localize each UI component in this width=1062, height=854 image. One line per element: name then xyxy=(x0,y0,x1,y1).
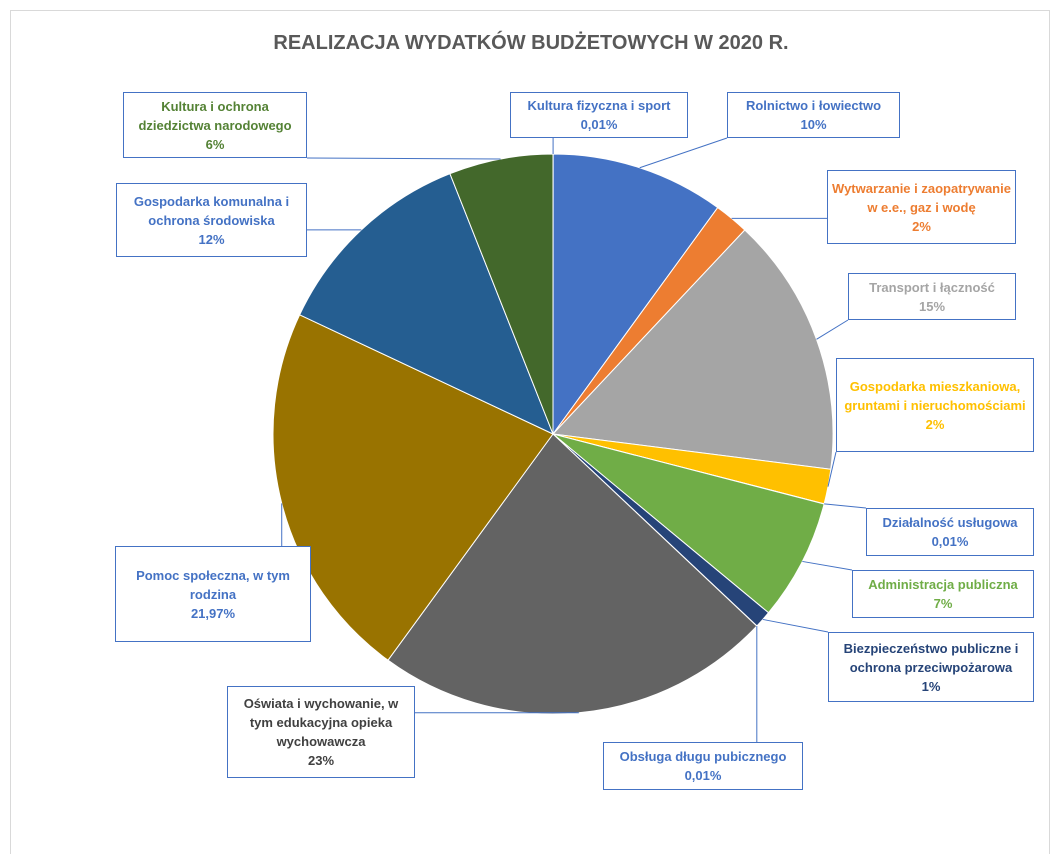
data-label: Gospodarka komunalna i ochrona środowisk… xyxy=(116,183,307,257)
label-category: Gospodarka mieszkaniowa, gruntami i nier… xyxy=(844,378,1026,413)
label-value: 23% xyxy=(307,753,335,768)
label-value: 0,01% xyxy=(931,534,969,549)
leader-line xyxy=(802,560,853,571)
label-category: Wytwarzanie i zaopatrywanie w e.e., gaz … xyxy=(832,180,1011,215)
label-value: 12% xyxy=(198,231,225,247)
leader-line xyxy=(306,157,501,160)
leader-line xyxy=(762,618,829,633)
label-category: Transport i łączność xyxy=(869,279,995,295)
chart-title: REALIZACJA WYDATKÓW BUDŻETOWYCH W 2020 R… xyxy=(273,32,789,54)
data-label: Pomoc społeczna, w tym rodzina 21,97% xyxy=(115,546,311,642)
data-label: Biezpieczeństwo publiczne i ochrona prze… xyxy=(828,632,1034,702)
label-value: 10% xyxy=(800,117,827,132)
data-label: Kultura fizyczna i sport 0,01% xyxy=(510,92,688,138)
label-category: Biezpieczeństwo publiczne i ochrona prze… xyxy=(843,640,1019,675)
data-label: Obsługa długu pubicznego 0,01% xyxy=(603,742,803,790)
data-label: Rolnictwo i łowiectwo 10% xyxy=(727,92,900,138)
data-label: Działalność usługowa 0,01% xyxy=(866,508,1034,556)
label-category: Działalność usługowa xyxy=(882,515,1018,530)
chart-frame xyxy=(10,10,1050,854)
pie-slice xyxy=(552,433,825,614)
leader-line xyxy=(824,503,867,509)
label-category: Gospodarka komunalna i ochrona środowisk… xyxy=(133,193,290,228)
label-category: Rolnictwo i łowiectwo xyxy=(745,98,882,113)
label-value: 0,01% xyxy=(580,117,618,132)
leader-line xyxy=(639,137,728,169)
label-value: 2% xyxy=(912,218,931,234)
label-value: 6% xyxy=(205,136,225,152)
data-label: Transport i łączność 15% xyxy=(848,273,1016,320)
label-value: 1% xyxy=(921,678,941,694)
label-value: 2% xyxy=(925,416,945,432)
leader-line xyxy=(816,319,849,340)
label-value: 15% xyxy=(918,298,946,314)
data-label: Administracja publiczna 7% xyxy=(852,570,1034,618)
label-category: Obsługa długu pubicznego xyxy=(619,749,787,764)
data-label: Gospodarka mieszkaniowa, gruntami i nier… xyxy=(836,358,1034,452)
label-value: 21,97% xyxy=(190,605,236,621)
leader-line xyxy=(827,451,837,487)
label-category: Kultura fizyczna i sport xyxy=(527,98,671,113)
data-label: Oświata i wychowanie, w tym edukacyjna o… xyxy=(227,686,415,778)
label-value: 7% xyxy=(933,596,953,611)
label-category: Oświata i wychowanie, w tym edukacyjna o… xyxy=(243,696,399,749)
label-value: 0,01% xyxy=(684,768,722,783)
pie-slice xyxy=(552,153,719,436)
data-label: Kultura i ochrona dziedzictwa narodowego… xyxy=(123,92,307,158)
label-category: Pomoc społeczna, w tym rodzina xyxy=(136,567,290,602)
label-category: Administracja publiczna xyxy=(868,577,1018,592)
pie-slice xyxy=(551,229,834,470)
label-category: Kultura i ochrona dziedzictwa narodowego xyxy=(138,98,292,133)
data-label: Wytwarzanie i zaopatrywanie w e.e., gaz … xyxy=(827,170,1016,244)
